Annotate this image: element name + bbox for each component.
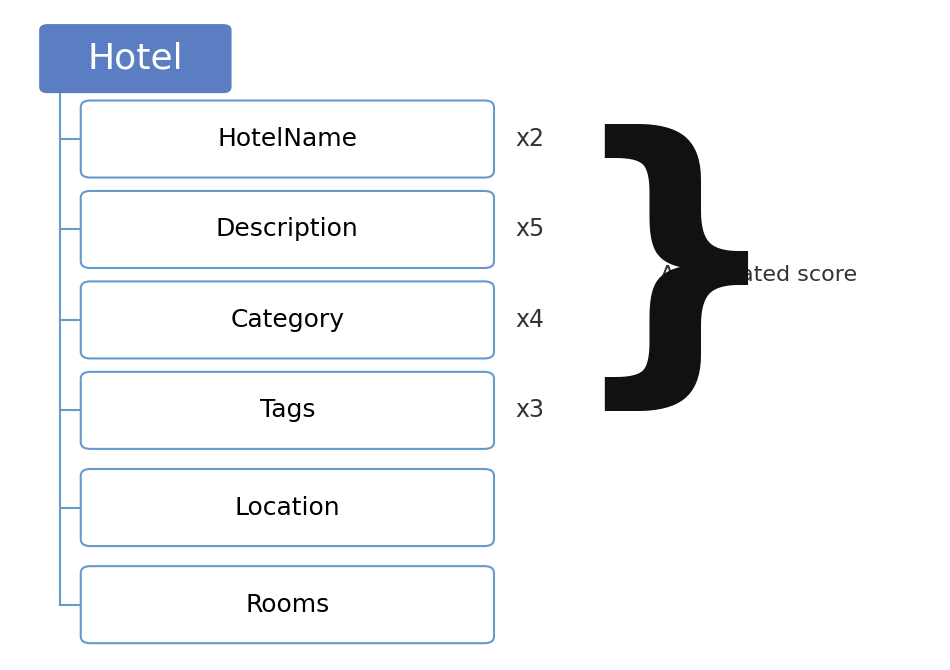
Text: HotelName: HotelName (218, 127, 357, 151)
Text: Location: Location (235, 496, 340, 519)
Text: x4: x4 (516, 308, 544, 332)
Text: Category: Category (230, 308, 344, 332)
FancyBboxPatch shape (81, 100, 494, 178)
Text: x3: x3 (516, 399, 544, 422)
Text: Description: Description (216, 218, 359, 241)
FancyBboxPatch shape (81, 566, 494, 643)
Text: }: } (565, 124, 787, 425)
FancyBboxPatch shape (81, 191, 494, 268)
Text: Aggregated score: Aggregated score (660, 265, 857, 285)
Text: Tags: Tags (259, 399, 315, 422)
FancyBboxPatch shape (81, 281, 494, 358)
FancyBboxPatch shape (40, 25, 231, 92)
Text: Hotel: Hotel (87, 42, 183, 76)
Text: Rooms: Rooms (245, 593, 330, 616)
FancyBboxPatch shape (81, 469, 494, 546)
FancyBboxPatch shape (81, 372, 494, 449)
Text: x5: x5 (516, 218, 544, 241)
Text: x2: x2 (516, 127, 544, 151)
